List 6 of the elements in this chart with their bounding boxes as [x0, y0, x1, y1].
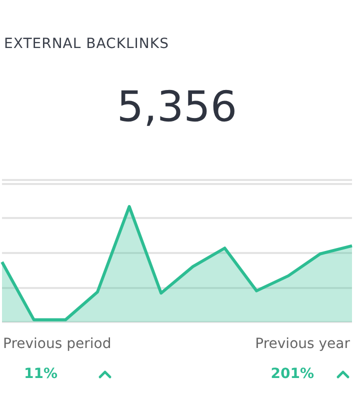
text: 11%: [24, 366, 59, 382]
text: 201%: [270, 366, 315, 382]
text: Previous year: [255, 336, 350, 352]
text: 5,356: [116, 82, 238, 131]
chart-title: EXTERNAL BACKLINKS: [4, 36, 169, 52]
text: Previous period: [3, 336, 112, 352]
